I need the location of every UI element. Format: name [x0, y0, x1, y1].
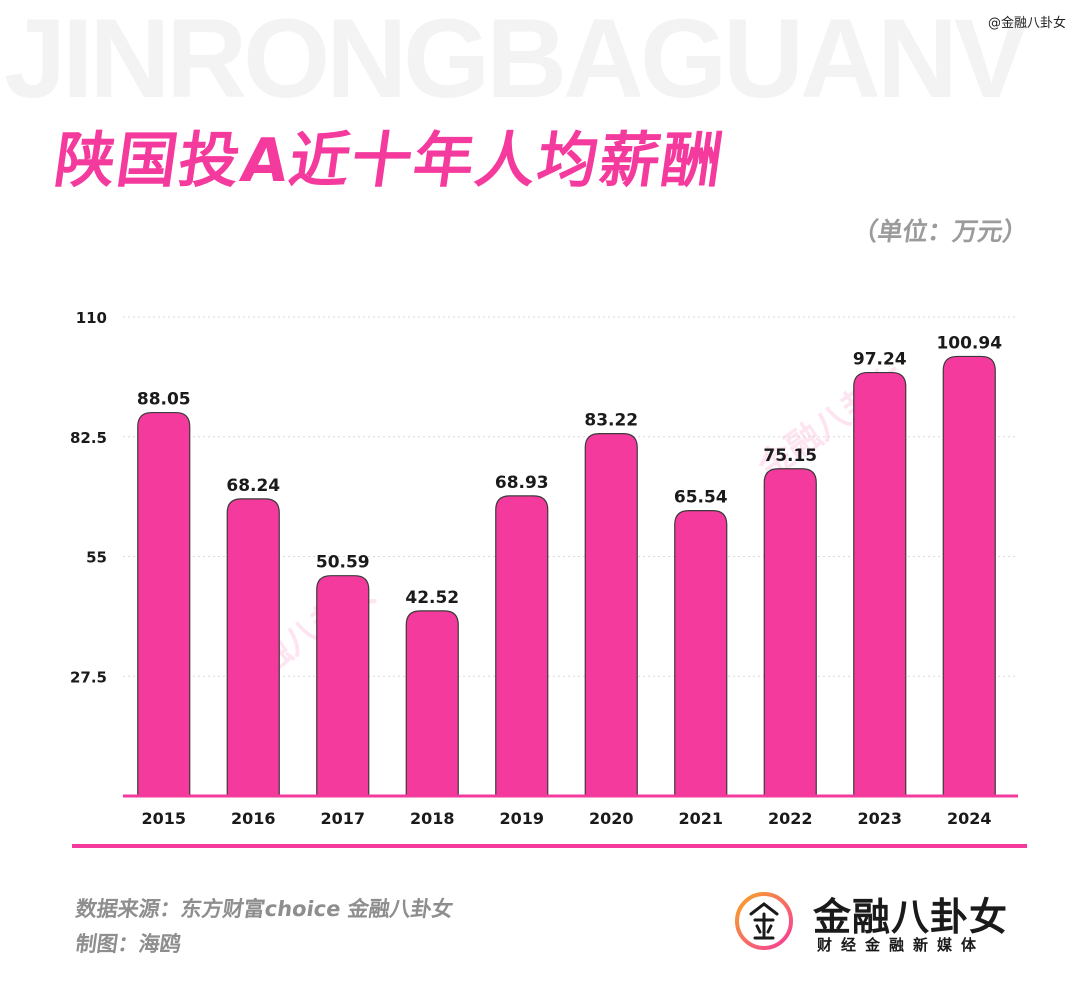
data-label: 83.22 — [584, 411, 638, 431]
chart-maker: 制图：海鸥 — [74, 932, 183, 956]
y-tick-label: 82.5 — [70, 429, 107, 447]
x-tick-label: 2023 — [857, 809, 902, 828]
brand-name: 金融八卦女 — [813, 895, 1009, 939]
author-handle: @金融八卦女 — [987, 16, 1066, 31]
data-label: 68.93 — [495, 473, 549, 493]
data-label: 50.59 — [316, 553, 370, 573]
bar — [942, 355, 996, 797]
bar — [495, 495, 549, 797]
bar — [853, 371, 907, 797]
x-tick-label: 2015 — [141, 809, 186, 828]
data-label: 88.05 — [137, 390, 191, 410]
brand-mark-icon — [735, 892, 793, 950]
data-source: 数据来源：东方财富choice 金融八卦女 — [74, 897, 455, 921]
bar — [137, 411, 191, 797]
data-label: 42.52 — [405, 588, 459, 608]
bar — [674, 510, 728, 797]
background-wordmark: JINRONGBAGUANV — [4, 0, 1029, 121]
data-label: 75.15 — [763, 446, 817, 466]
x-tick-label: 2018 — [410, 809, 455, 828]
bar — [405, 610, 459, 797]
x-tick-label: 2019 — [499, 809, 544, 828]
bar — [763, 468, 817, 797]
x-tick-label: 2016 — [231, 809, 276, 828]
data-label: 100.94 — [936, 333, 1002, 353]
footer-divider — [72, 844, 1027, 848]
bar — [226, 498, 280, 797]
brand-logo: 金融八卦女 财经金融新媒体 — [733, 884, 1033, 964]
y-tick-label: 27.5 — [70, 668, 107, 686]
x-tick-label: 2020 — [589, 809, 634, 828]
data-label: 68.24 — [226, 476, 280, 496]
x-tick-label: 2022 — [768, 809, 813, 828]
data-label: 97.24 — [853, 350, 907, 370]
data-label: 65.54 — [674, 488, 728, 508]
x-tick-label: 2021 — [678, 809, 723, 828]
y-tick-label: 55 — [86, 549, 107, 567]
x-tick-label: 2017 — [320, 809, 365, 828]
bar — [316, 575, 370, 797]
y-tick-label: 110 — [76, 309, 107, 327]
brand-tagline: 财经金融新媒体 — [817, 936, 986, 954]
x-tick-label: 2024 — [947, 809, 992, 828]
bar — [584, 433, 638, 797]
